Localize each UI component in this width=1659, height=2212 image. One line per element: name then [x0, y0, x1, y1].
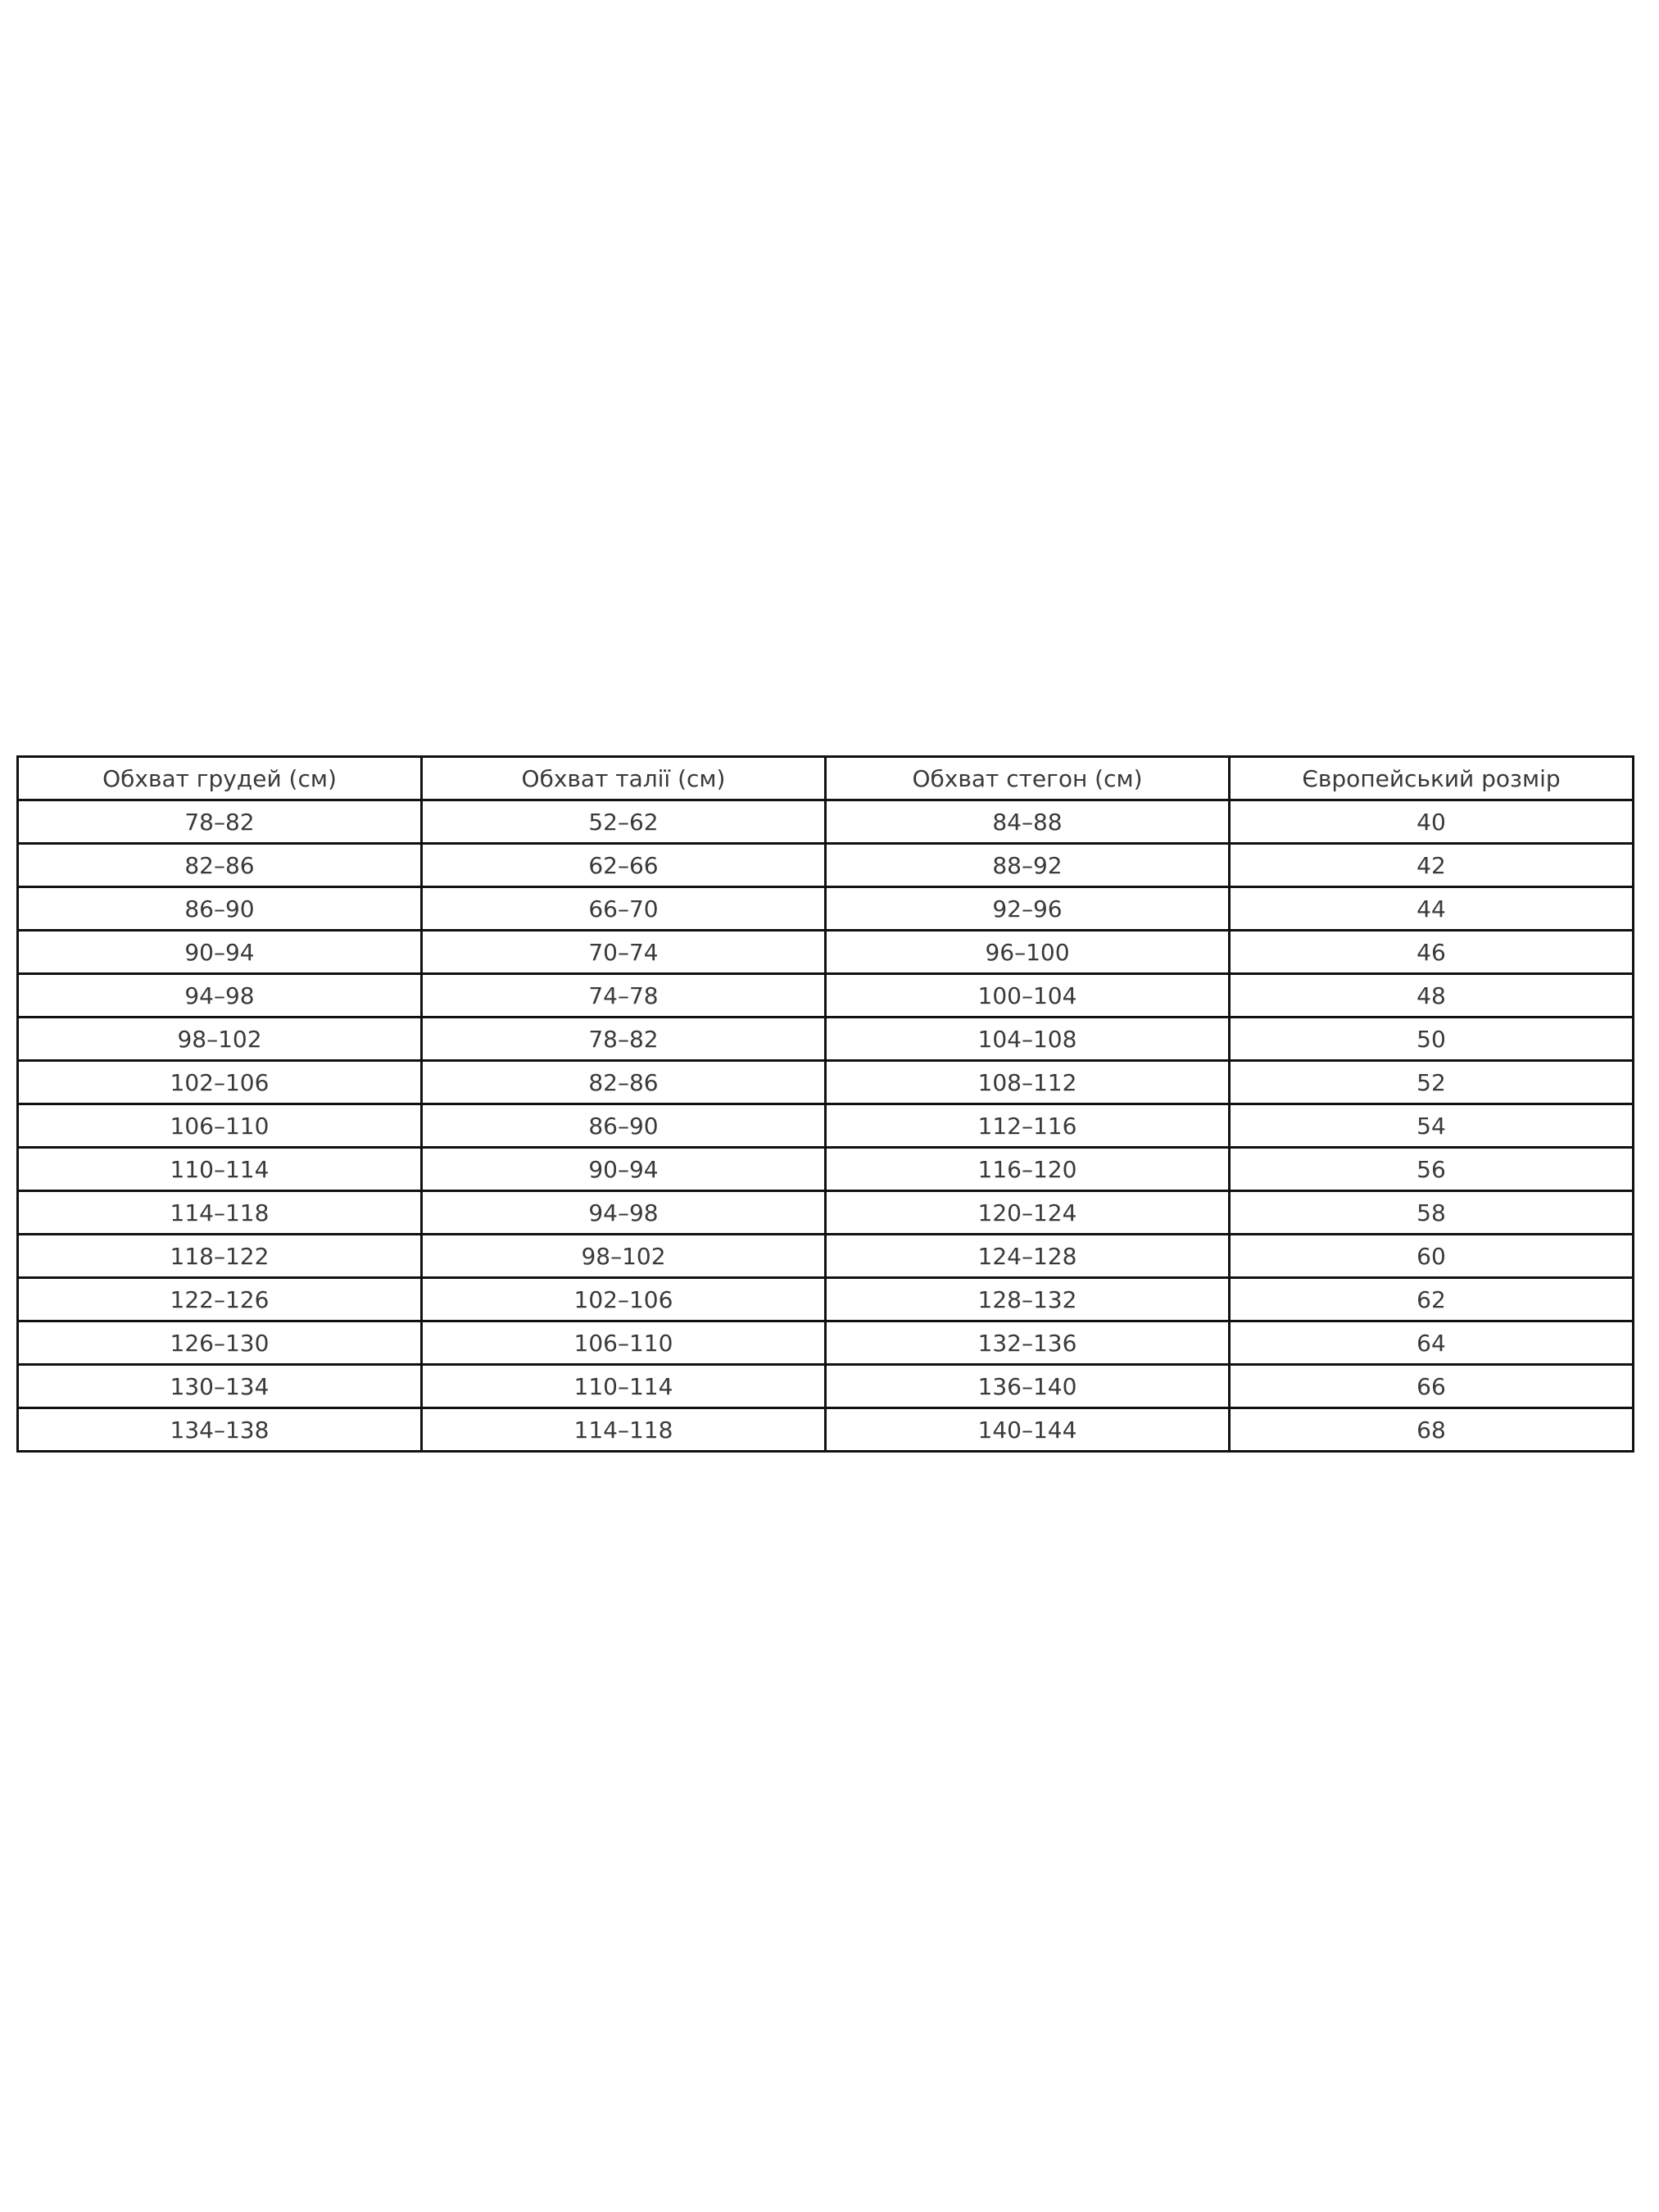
table-cell: 56	[1228, 1146, 1634, 1192]
table-row: 86–90 66–70 92–96 44	[16, 886, 1634, 931]
table-cell: 108–112	[824, 1059, 1231, 1105]
table-row: 106–110 86–90 112–116 54	[16, 1103, 1634, 1149]
table-cell: 60	[1228, 1233, 1634, 1279]
table-cell: 48	[1228, 972, 1634, 1018]
table-cell: 52	[1228, 1059, 1634, 1105]
table-cell: 104–108	[824, 1016, 1231, 1062]
table-cell: 46	[1228, 929, 1634, 975]
table-cell: 120–124	[824, 1190, 1231, 1235]
table-row: 94–98 74–78 100–104 48	[16, 972, 1634, 1018]
table-cell: 102–106	[420, 1276, 827, 1322]
table-cell: 118–122	[16, 1233, 423, 1279]
table-cell: 54	[1228, 1103, 1634, 1149]
table-cell: 50	[1228, 1016, 1634, 1062]
table-cell: 78–82	[420, 1016, 827, 1062]
header-row: Обхват грудей (см) Обхват талії (см) Обхва…	[16, 755, 1634, 801]
table-cell: 40	[1228, 799, 1634, 845]
table-row: 126–130 106–110 132–136 64	[16, 1320, 1634, 1366]
table-cell: 116–120	[824, 1146, 1231, 1192]
table-cell: 62	[1228, 1276, 1634, 1322]
size-chart-table: Обхват грудей (см) Обхват талії (см) Обхва…	[16, 755, 1634, 1453]
table-cell: 94–98	[420, 1190, 827, 1235]
table-row: 130–134 110–114 136–140 66	[16, 1363, 1634, 1409]
column-header: Європейський розмір	[1228, 755, 1634, 801]
column-header: Обхват грудей (см)	[16, 755, 423, 801]
table-cell: 130–134	[16, 1363, 423, 1409]
size-chart-container: Обхват грудей (см) Обхват талії (см) Обхва…	[16, 755, 1634, 1453]
table-cell: 66	[1228, 1363, 1634, 1409]
table-row: 82–86 62–66 88–92 42	[16, 842, 1634, 888]
table-cell: 64	[1228, 1320, 1634, 1366]
table-cell: 96–100	[824, 929, 1231, 975]
table-row: 98–102 78–82 104–108 50	[16, 1016, 1634, 1062]
table-cell: 98–102	[16, 1016, 423, 1062]
table-cell: 86–90	[420, 1103, 827, 1149]
table-cell: 94–98	[16, 972, 423, 1018]
table-cell: 100–104	[824, 972, 1231, 1018]
column-header: Обхват талії (см)	[420, 755, 827, 801]
table-cell: 70–74	[420, 929, 827, 975]
table-row: 110–114 90–94 116–120 56	[16, 1146, 1634, 1192]
table-cell: 110–114	[16, 1146, 423, 1192]
size-chart-body: 78–82 52–62 84–88 40 82–86 62–66 88–92 42 86–90 6…	[16, 799, 1634, 1453]
table-cell: 52–62	[420, 799, 827, 845]
table-cell: 114–118	[420, 1407, 827, 1453]
table-cell: 114–118	[16, 1190, 423, 1235]
table-cell: 126–130	[16, 1320, 423, 1366]
table-cell: 98–102	[420, 1233, 827, 1279]
table-row: 102–106 82–86 108–112 52	[16, 1059, 1634, 1105]
table-cell: 132–136	[824, 1320, 1231, 1366]
table-cell: 128–132	[824, 1276, 1231, 1322]
table-cell: 62–66	[420, 842, 827, 888]
table-cell: 82–86	[420, 1059, 827, 1105]
table-cell: 84–88	[824, 799, 1231, 845]
table-cell: 122–126	[16, 1276, 423, 1322]
table-row: 78–82 52–62 84–88 40	[16, 799, 1634, 845]
table-cell: 42	[1228, 842, 1634, 888]
table-cell: 90–94	[16, 929, 423, 975]
table-cell: 74–78	[420, 972, 827, 1018]
table-cell: 44	[1228, 886, 1634, 931]
table-row: 118–122 98–102 124–128 60	[16, 1233, 1634, 1279]
table-cell: 124–128	[824, 1233, 1231, 1279]
column-header: Обхват стегон (см)	[824, 755, 1231, 801]
table-row: 90–94 70–74 96–100 46	[16, 929, 1634, 975]
table-cell: 86–90	[16, 886, 423, 931]
table-cell: 102–106	[16, 1059, 423, 1105]
table-cell: 92–96	[824, 886, 1231, 931]
table-cell: 134–138	[16, 1407, 423, 1453]
table-row: 114–118 94–98 120–124 58	[16, 1190, 1634, 1235]
size-chart-header: Обхват грудей (см) Обхват талії (см) Обхва…	[16, 755, 1634, 801]
table-cell: 66–70	[420, 886, 827, 931]
table-cell: 88–92	[824, 842, 1231, 888]
table-cell: 78–82	[16, 799, 423, 845]
table-cell: 106–110	[420, 1320, 827, 1366]
table-cell: 106–110	[16, 1103, 423, 1149]
table-cell: 136–140	[824, 1363, 1231, 1409]
table-cell: 110–114	[420, 1363, 827, 1409]
table-cell: 82–86	[16, 842, 423, 888]
table-cell: 68	[1228, 1407, 1634, 1453]
table-cell: 112–116	[824, 1103, 1231, 1149]
table-cell: 140–144	[824, 1407, 1231, 1453]
table-cell: 58	[1228, 1190, 1634, 1235]
table-row: 134–138 114–118 140–144 68	[16, 1407, 1634, 1453]
table-row: 122–126 102–106 128–132 62	[16, 1276, 1634, 1322]
table-cell: 90–94	[420, 1146, 827, 1192]
